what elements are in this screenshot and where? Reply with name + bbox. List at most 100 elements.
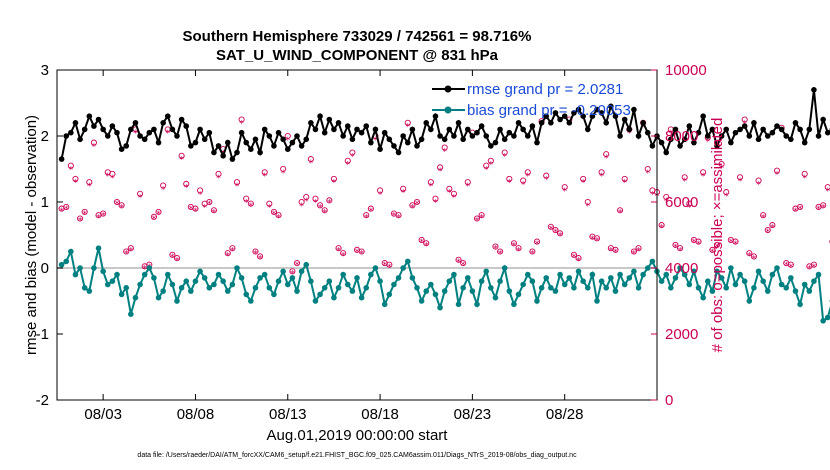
obs-possible-point [787, 261, 794, 268]
rmse-point [584, 126, 591, 133]
x-tick-label: 08/08 [177, 406, 215, 423]
obs-assimilated-point: * [502, 152, 507, 162]
obs-possible-point [446, 185, 453, 192]
legend-rmse-label: rmse grand pr = 2.0281 [467, 81, 623, 98]
rmse-point [460, 136, 466, 143]
obs-assimilated-point: * [715, 243, 720, 253]
obs-possible-point [215, 170, 222, 177]
obs-possible-point [773, 167, 781, 174]
obs-possible-point [321, 207, 328, 214]
bias-point [381, 301, 388, 308]
obs-assimilated-point: * [770, 223, 775, 233]
bias-point [192, 278, 199, 285]
bias-point [575, 268, 582, 275]
rmse-point [141, 136, 148, 143]
bias-point [557, 271, 563, 278]
obs-possible-point [524, 169, 531, 176]
rmse-point [72, 120, 79, 126]
obs-assimilated-point: * [562, 187, 567, 197]
bias-point [603, 285, 610, 291]
bias-point [718, 275, 725, 281]
bias-point [321, 285, 328, 291]
obs-assimilated-point: * [129, 246, 134, 256]
bias-point [580, 278, 586, 285]
obs-possible-point [183, 180, 190, 187]
obs-possible-point [709, 246, 716, 253]
bias-point [109, 278, 116, 285]
bias-point [608, 275, 614, 281]
rmse-point [728, 139, 734, 146]
obs-assimilated-point: * [724, 192, 729, 202]
rmse-point [432, 113, 439, 119]
bias-point [271, 291, 277, 298]
obs-possible-point [593, 235, 601, 242]
obs-assimilated-point: * [498, 250, 503, 260]
x-tick-label: 08/28 [546, 406, 584, 423]
obs-possible-point [672, 241, 679, 248]
obs-possible-point [515, 245, 522, 252]
rmse-point [788, 136, 794, 143]
obs-possible-point [824, 184, 830, 191]
bias-point [95, 245, 102, 251]
rmse-point [552, 110, 559, 116]
chart-title-line2: SAT_U_WIND_COMPONENT @ 831 hPa [216, 47, 499, 64]
rmse-point [451, 133, 457, 139]
bias-point [104, 281, 111, 288]
obs-assimilated-point: * [586, 202, 591, 212]
bias-point [238, 275, 245, 281]
obs-possible-point [663, 193, 670, 201]
bias-point [672, 275, 679, 281]
bias-point [755, 268, 762, 275]
x-tick-label: 08/18 [361, 406, 399, 423]
obs-assimilated-point: * [276, 213, 281, 223]
obs-assimilated-point: * [447, 189, 452, 199]
rmse-point [760, 126, 766, 133]
legend: rmse grand pr = 2.0281 bias grand pr = -… [432, 81, 631, 119]
obs-possible-point [437, 164, 444, 171]
rmse-point [418, 136, 425, 143]
bias-point [649, 258, 656, 265]
bias-point [778, 281, 785, 288]
rmse-point [580, 113, 586, 119]
obs-possible-point [455, 256, 462, 263]
plot-frame [56, 69, 658, 401]
rmse-point [589, 113, 596, 119]
bias-point [824, 314, 830, 321]
bias-point [501, 265, 508, 271]
obs-assimilated-point: * [396, 213, 401, 223]
obs-possible-point [90, 139, 97, 146]
obs-possible-point [418, 236, 425, 243]
bias-point [160, 288, 166, 294]
obs-assimilated-point: * [692, 238, 697, 248]
obs-possible-point [312, 195, 319, 202]
obs-assimilated-point: * [299, 202, 304, 212]
bias-point [732, 281, 739, 288]
rmse-point [612, 113, 619, 119]
rmse-point [174, 133, 180, 139]
bias-point [400, 265, 406, 271]
obs-assimilated-point: * [706, 137, 711, 147]
obs-assimilated-point: * [798, 205, 803, 215]
obs-possible-point [109, 170, 116, 177]
obs-assimilated-point: * [553, 228, 558, 238]
obs-assimilated-point: * [184, 184, 189, 194]
obs-assimilated-point: * [378, 190, 383, 200]
obs-assimilated-point: * [816, 205, 821, 215]
obs-possible-point [252, 248, 259, 255]
bias-point [141, 271, 148, 278]
bias-point [594, 298, 600, 304]
obs-assimilated-point: * [535, 240, 540, 250]
rmse-point [478, 123, 485, 129]
bias-point [409, 275, 416, 281]
obs-assimilated-point: * [258, 255, 263, 265]
obs-assimilated-point: * [696, 240, 701, 250]
obs-assimilated-point: * [69, 166, 74, 176]
rmse-point [317, 113, 323, 119]
obs-possible-point [658, 222, 665, 229]
rmse-point [395, 149, 402, 156]
rmse-point [160, 120, 166, 126]
bias-point [788, 275, 794, 281]
rmse-point [303, 136, 310, 143]
bias-point [317, 291, 323, 298]
bias-point [737, 271, 743, 278]
